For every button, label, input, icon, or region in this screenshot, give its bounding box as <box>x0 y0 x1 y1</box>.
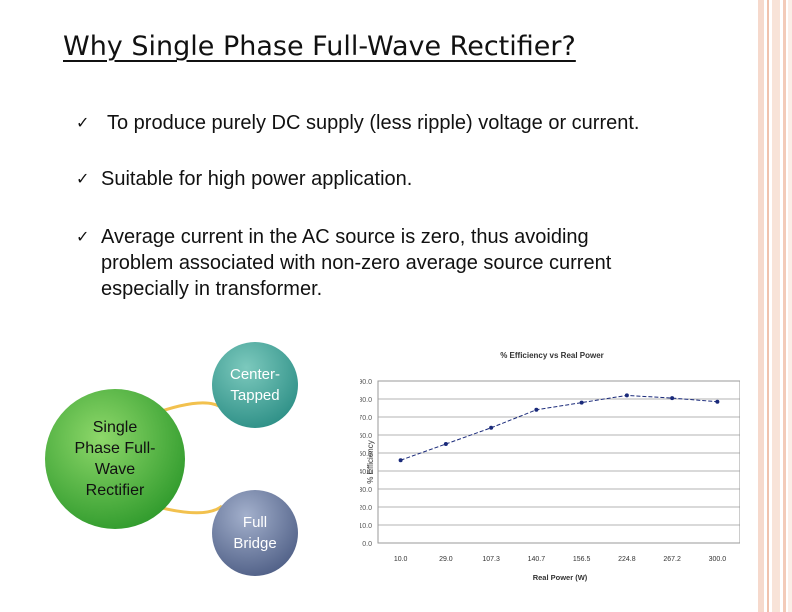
y-tick-label: 80.0 <box>360 397 372 404</box>
x-tick-label: 29.0 <box>439 556 453 563</box>
efficiency-chart: 0.0 10.0 20.0 30.0 40.0 50.0 60.0 70.0 80.0 90.0 1… <box>360 351 740 582</box>
y-axis-label: % Efficiency <box>366 440 375 483</box>
y-tick-label: 0.0 <box>362 541 372 548</box>
full-wave-rectifier-label: Single Phase Full- Wave Rectifier <box>46 396 184 522</box>
series-line <box>400 394 718 461</box>
x-tick-label: 300.0 <box>709 556 727 563</box>
y-tick-label: 50.0 <box>360 451 372 458</box>
chart-title: % Efficiency vs Real Power <box>500 351 604 360</box>
x-tick-label: 10.0 <box>394 556 408 563</box>
center-tapped-label: Center- Tapped <box>212 342 298 428</box>
x-tick-label: 267.2 <box>663 556 681 563</box>
x-tick-label: 140.7 <box>528 556 546 563</box>
stripe <box>783 0 786 612</box>
bullet-text-line: problem associated with non-zero average… <box>101 252 612 274</box>
label-line: Wave <box>94 461 136 478</box>
x-tick-label: 224.8 <box>618 556 636 563</box>
bullet-text-line: especially in transformer. <box>101 278 323 300</box>
bullet-text: To produce purely DC supply (less ripple… <box>107 112 640 134</box>
label-line: Center- <box>229 366 281 383</box>
label-line: Single <box>92 419 138 436</box>
y-tick-label: 60.0 <box>360 433 372 440</box>
data-point <box>624 393 629 398</box>
data-point <box>579 400 584 405</box>
stripe <box>788 0 792 612</box>
y-tick-label: 20.0 <box>360 505 372 512</box>
x-tick-label: 156.5 <box>573 556 591 563</box>
checkmark-icon: ✓ <box>76 169 90 188</box>
y-tick-label: 90.0 <box>360 379 372 386</box>
decorative-border-stripes <box>758 0 792 612</box>
y-tick-label: 70.0 <box>360 415 372 422</box>
bullet-text-line: Average current in the AC source is zero… <box>101 226 589 248</box>
data-point <box>398 458 403 463</box>
label-line: Rectifier <box>85 482 145 499</box>
y-tick-label: 10.0 <box>360 523 372 530</box>
data-point <box>670 396 675 401</box>
label-line: Phase Full- <box>74 440 156 457</box>
label-line: Tapped <box>230 387 280 404</box>
data-point <box>715 399 720 404</box>
checkmark-icon: ✓ <box>76 113 90 132</box>
full-bridge-label: Full Bridge <box>212 490 298 576</box>
bullet-text: Average current in the AC source is zero… <box>101 224 611 302</box>
x-axis-label: Real Power (W) <box>533 573 588 582</box>
stripe <box>758 0 764 612</box>
bullet-item: ✓ Average current in the AC source is ze… <box>76 224 611 302</box>
label-line: Full <box>242 514 268 531</box>
stripe <box>767 0 769 612</box>
y-tick-label: 30.0 <box>360 487 372 494</box>
slide-title: Why Single Phase Full-Wave Rectifier? <box>63 31 576 62</box>
checkmark-icon: ✓ <box>76 227 90 246</box>
stripe <box>772 0 780 612</box>
data-point <box>489 425 494 430</box>
bullet-text: Suitable for high power application. <box>101 168 413 190</box>
y-tick-label: 40.0 <box>360 469 372 476</box>
data-point <box>443 442 448 446</box>
bullet-item: ✓ To produce purely DC supply (less ripp… <box>76 110 639 136</box>
bullet-item: ✓ Suitable for high power application. <box>76 166 412 192</box>
plot-area <box>377 380 740 544</box>
x-tick-label: 107.3 <box>482 556 500 563</box>
label-line: Bridge <box>233 535 277 552</box>
data-point <box>534 407 539 412</box>
